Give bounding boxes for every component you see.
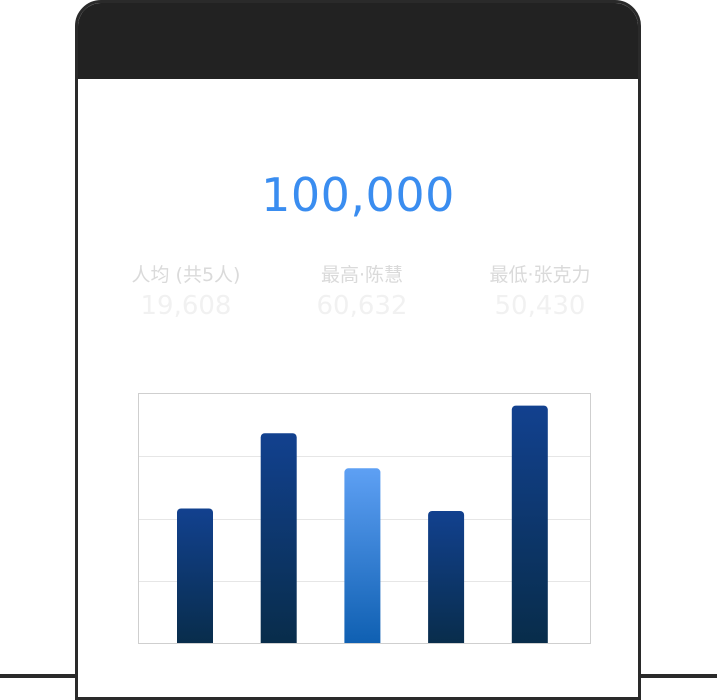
phone-frame: 100,000 人均 (共5人) 19,608 最高·陈慧 60,632 最低·… [75,0,641,700]
stat-average: 人均 (共5人) 19,608 [106,261,266,323]
chart-bars [177,405,548,645]
chart-bar-3[interactable] [344,468,381,644]
stat-highest: 最高·陈慧 60,632 [287,261,437,323]
chart-bar-4[interactable] [428,511,465,644]
chart-frame [138,393,591,644]
stat-average-label: 人均 (共5人) [131,264,241,286]
chart-bar-2[interactable] [260,433,297,644]
stat-lowest: 最低·张克力 50,430 [460,261,620,323]
chart-bar-5[interactable] [511,405,548,644]
stat-lowest-value: 50,430 [494,291,586,321]
stat-highest-label: 最高·陈慧 [320,264,404,286]
stat-average-value: 19,608 [140,291,232,321]
stat-lowest-label: 最低·张克力 [489,264,591,286]
stat-highest-value: 60,632 [316,291,408,321]
chart-bar-1[interactable] [177,508,213,645]
bar-chart [138,393,591,644]
phone-header-bar [78,3,638,79]
total-amount: 100,000 [261,168,455,222]
